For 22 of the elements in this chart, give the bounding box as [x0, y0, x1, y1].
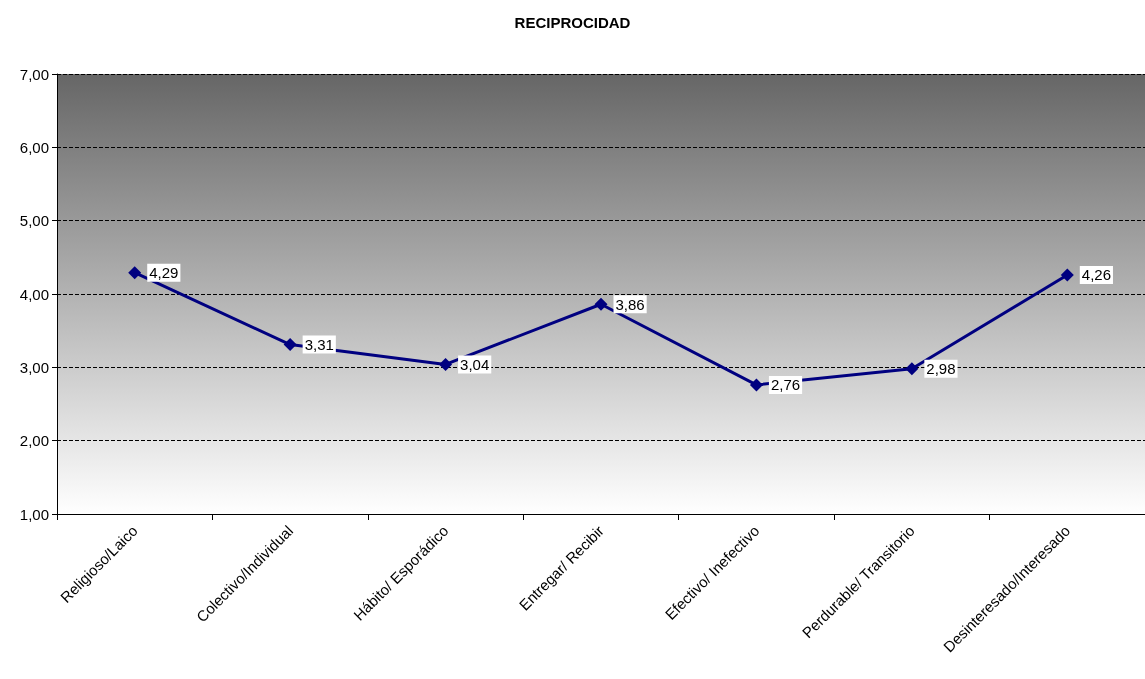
- data-label: 2,76: [770, 376, 801, 394]
- point: [283, 338, 297, 352]
- chart-title: RECIPROCIDAD: [514, 14, 631, 31]
- point: [439, 357, 453, 371]
- data-label: 4,26: [1081, 266, 1111, 284]
- y-tick-label: 4,00: [19, 285, 49, 303]
- point: [905, 362, 919, 376]
- y-tick-label: 3,00: [19, 358, 49, 376]
- data-label: 2,98: [926, 360, 956, 378]
- y-tick-label: 7,00: [19, 65, 49, 83]
- y-tick-label: 1,00: [19, 505, 49, 523]
- point: [749, 378, 763, 392]
- data-label: 4,29: [149, 264, 179, 282]
- y-tick-label: 2,00: [19, 432, 49, 450]
- data-label: 3,31: [304, 336, 334, 354]
- point: [594, 297, 608, 311]
- y-tick-label: 5,00: [19, 212, 49, 230]
- data-label: 3,86: [615, 295, 645, 313]
- point: [128, 266, 142, 280]
- point: [1060, 268, 1074, 282]
- y-tick-label: 6,00: [19, 138, 49, 156]
- data-label: 3,04: [460, 355, 490, 373]
